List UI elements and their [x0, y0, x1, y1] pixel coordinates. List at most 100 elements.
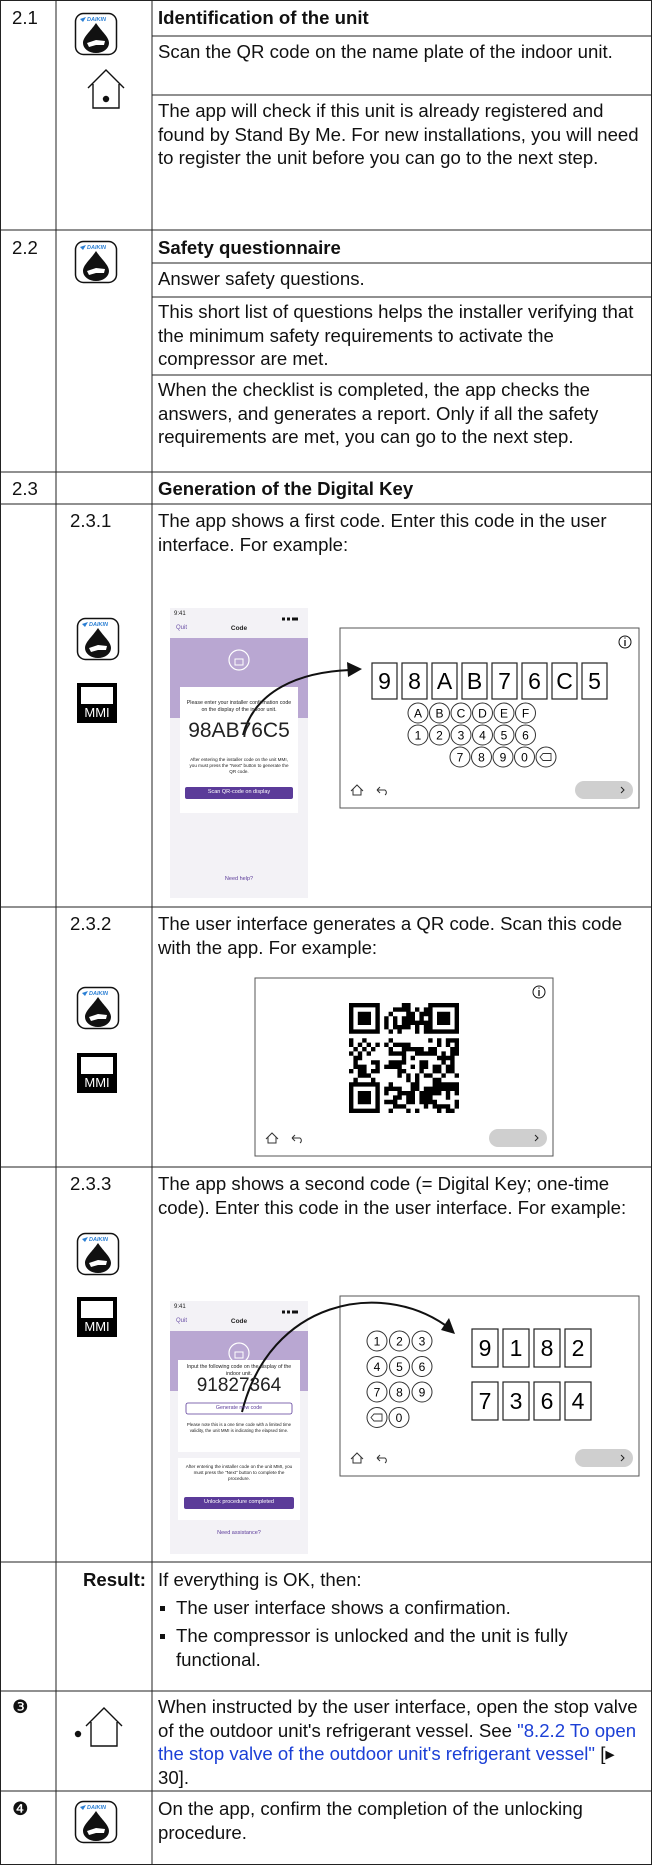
- key-label: 2: [396, 1335, 403, 1349]
- body-text: The app shows a first code. Enter this c…: [158, 510, 607, 555]
- code-digit: 7: [479, 1388, 492, 1414]
- brand-label: DAIKIN: [89, 991, 109, 997]
- key-label: 4: [479, 729, 486, 743]
- phone-code: 91827364: [196, 1375, 282, 1396]
- key: [429, 724, 450, 746]
- screen-header: Code: [230, 625, 248, 632]
- phone-button: [184, 1497, 294, 1509]
- bullet: [160, 1606, 165, 1611]
- code-box: [461, 662, 488, 700]
- key: [514, 746, 535, 768]
- key: [450, 724, 472, 746]
- next-chevron: [620, 786, 625, 794]
- house-icon: [85, 1707, 123, 1747]
- code-box: [371, 662, 398, 700]
- home-icon: [265, 1132, 279, 1144]
- code-box: [521, 662, 548, 700]
- info-icon: [532, 985, 546, 999]
- code-box: [564, 1381, 592, 1421]
- code-box: [502, 1328, 530, 1368]
- note: After entering the installer code on the…: [185, 1464, 293, 1481]
- mmi-screen: [81, 1301, 113, 1318]
- phone-button: [185, 787, 293, 799]
- cross-reference-link: "8.2.2 To open the stop valve of the out…: [158, 1719, 637, 1765]
- code-box: [533, 1381, 561, 1421]
- page-reference: [▸ 30].: [158, 1743, 615, 1788]
- code-digit: 3: [510, 1388, 523, 1414]
- arrow: [241, 1301, 446, 1413]
- body-text: 2.3.1: [70, 510, 112, 531]
- code-digit: C: [556, 668, 573, 694]
- key: [366, 1330, 388, 1352]
- next-button: [575, 1449, 633, 1467]
- code-digit: 1: [510, 1335, 523, 1361]
- body-text: Generation of the Digital Key: [158, 478, 414, 499]
- code-digit: 6: [541, 1388, 554, 1414]
- code-box: [581, 662, 608, 700]
- screen-header: Code: [230, 1318, 248, 1325]
- body-text: The app will check if this unit is alrea…: [158, 100, 639, 168]
- bullet: [160, 1634, 165, 1639]
- next-button: [575, 781, 633, 799]
- key: [366, 1381, 388, 1403]
- key-label: 7: [374, 1386, 381, 1400]
- key-label: 0: [521, 751, 528, 765]
- body-text: ❹: [12, 1798, 29, 1819]
- key-label: 1: [374, 1335, 381, 1349]
- note: Please note this is a one time code with…: [186, 1422, 292, 1433]
- brand-label: DAIKIN: [87, 17, 107, 23]
- key-label: 8: [396, 1386, 403, 1400]
- code-digit: 4: [572, 1388, 585, 1414]
- backspace-icon: [370, 1413, 383, 1422]
- qr-code: [349, 1003, 459, 1113]
- next-button: [489, 1129, 547, 1147]
- home-icon: [350, 784, 364, 796]
- key: [407, 724, 429, 746]
- key: [411, 1356, 433, 1377]
- code-box: [431, 662, 458, 700]
- house-dot: [74, 1730, 82, 1738]
- lock-body: [234, 1351, 244, 1359]
- body-text: 2.3.3: [70, 1173, 112, 1194]
- help-link: Need help?: [224, 876, 254, 882]
- phone-button-label: Generate new code: [215, 1405, 263, 1411]
- house-dot: [102, 95, 110, 103]
- body-text: 2.3.2: [70, 913, 112, 934]
- brand-label: DAIKIN: [87, 1805, 107, 1811]
- note: After entering the installer code on the…: [189, 757, 289, 774]
- lock-icon: [228, 649, 250, 671]
- key: [471, 746, 492, 768]
- brand-label: DAIKIN: [89, 622, 109, 628]
- key-label: A: [414, 707, 422, 721]
- code-box: [401, 662, 428, 700]
- key: [389, 1356, 410, 1377]
- back-link: Quit: [176, 1318, 188, 1324]
- phone-button-outline: [185, 1402, 293, 1415]
- key-label: 5: [501, 729, 508, 743]
- body-text: When the checklist is completed, the app…: [158, 379, 599, 447]
- mmi-label: MMI: [84, 705, 109, 720]
- status-time: 9:41: [174, 1304, 186, 1310]
- key-label: 0: [396, 1411, 403, 1425]
- mmi-label: MMI: [84, 1319, 109, 1334]
- key: [366, 1356, 388, 1377]
- body-text: The compressor is unlocked and the unit …: [176, 1625, 568, 1670]
- key: [515, 724, 536, 746]
- body-text: Safety questionnaire: [158, 237, 341, 258]
- code-box: [471, 1381, 499, 1421]
- key-label: 5: [396, 1360, 403, 1374]
- body-text: The app shows a second code (= Digital K…: [158, 1173, 627, 1218]
- phone-button-label: Scan QR-code on display: [207, 789, 271, 795]
- backspace-icon: [539, 753, 552, 761]
- next-chevron: [534, 1134, 539, 1142]
- key-label: F: [522, 707, 529, 721]
- code-digit: A: [437, 668, 453, 694]
- status-time: 9:41: [174, 611, 186, 617]
- key-label: 3: [458, 729, 465, 743]
- key-label: 2: [436, 729, 443, 743]
- result-label: Result:: [82, 1569, 146, 1590]
- key: [450, 702, 472, 724]
- key-label: 6: [522, 729, 529, 743]
